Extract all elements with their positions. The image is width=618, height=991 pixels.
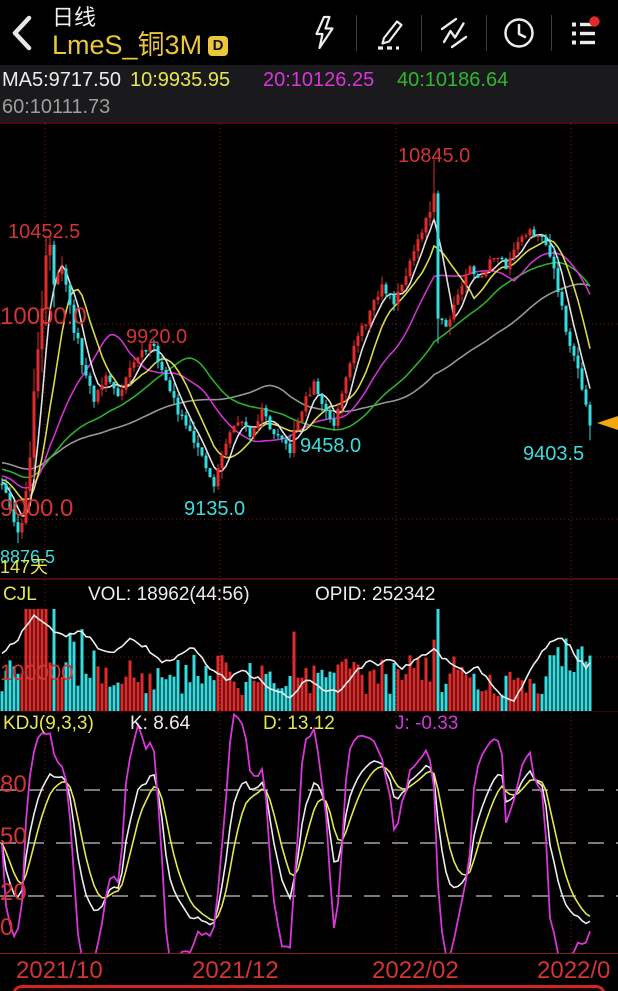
toolbar-buttons [292,5,618,61]
toolbar-separator [356,14,357,51]
chart-label: 9458.0 [300,435,362,457]
chart-label: 50 [0,823,27,850]
chart-label: 8876.5 [0,547,56,567]
bottom-sheet-edge [12,985,606,991]
back-button[interactable] [0,3,44,63]
draw-button[interactable] [357,5,421,61]
chart-label: 2022/02 [372,957,459,984]
kdj-panel[interactable]: KDJ(9,3,3) K: 8.64 D: 13.12 J: -0.33 80 50 20 0 [0,711,618,953]
chart-label: 20 [0,879,27,906]
chart-label: 0 [0,914,14,941]
volume-canvas [0,580,618,711]
chart-label: 100000 [0,660,74,685]
ma10-value: 10:9935.95 [130,69,231,91]
clock-icon [504,17,534,48]
ma20-value: 20:10126.25 [263,69,375,91]
watchlist-menu-icon [572,15,600,44]
chart-label: OPID: 252342 [315,584,436,605]
ma60-value: 60:10111.73 [2,96,111,118]
chart-label: 2021/12 [192,957,279,984]
chart-label: 10000.0 [0,303,87,330]
chart-label: 9135.0 [184,498,246,520]
date-axis: 2021/10 2021/12 2022/02 2022/0 [0,953,618,985]
chart-label: 9000.0 [0,495,74,522]
draw-icon [378,19,403,50]
chart-label: 2021/10 [16,957,103,984]
toolbar-separator [551,14,552,51]
kdj-canvas [0,712,618,953]
chart-label: D: 13.12 [263,713,335,734]
chart-label: K: 8.64 [130,713,191,734]
main-price-chart[interactable]: 10452.5 9920.0 10845.0 10000.0 9000.0 9135.0 9… [0,122,618,578]
chart-label: CJL [3,584,37,605]
indicator-button[interactable] [422,5,486,61]
chart-label: 10452.5 [8,221,81,243]
chart-label: J: -0.33 [395,713,459,734]
chart-label: 147天 [0,557,49,577]
top-toolbar: 日线 LmeS_铜3M D [0,0,618,65]
chart-label: 9403.5 [523,443,585,465]
period-label: 日线 [52,4,97,30]
ma5-value: MA5:9717.50 [2,69,121,91]
chart-label: VOL: 18962(44:56) [88,584,250,605]
notification-dot [589,15,600,27]
chart-label: 2022/0 [537,957,611,984]
ma40-value: 40:10186.64 [397,69,509,91]
toolbar-separator [486,14,487,51]
ma-values-bar: MA5:9717.50 10:9935.95 20:10126.25 40:10… [0,65,618,122]
chart-label: 9920.0 [126,326,188,348]
flash-icon [315,15,334,49]
flash-button[interactable] [292,5,356,61]
indicator-icon [440,17,468,48]
history-button[interactable] [487,5,551,61]
symbol-title: LmeS_铜3M [52,29,203,60]
chart-label: 80 [0,771,27,798]
chart-label: KDJ(9,3,3) [3,713,94,734]
toolbar-separator [421,14,422,51]
symbol-header[interactable]: 日线 LmeS_铜3M D [52,4,229,60]
symbol-badge: D [208,36,229,57]
candlestick-canvas [0,124,618,578]
current-price-arrow [597,416,618,431]
back-chevron-icon [12,15,32,50]
chart-label: 10845.0 [398,145,471,167]
watchlist-button[interactable] [552,5,616,61]
volume-panel[interactable]: CJL VOL: 18962(44:56) OPID: 252342 100000 [0,578,618,711]
